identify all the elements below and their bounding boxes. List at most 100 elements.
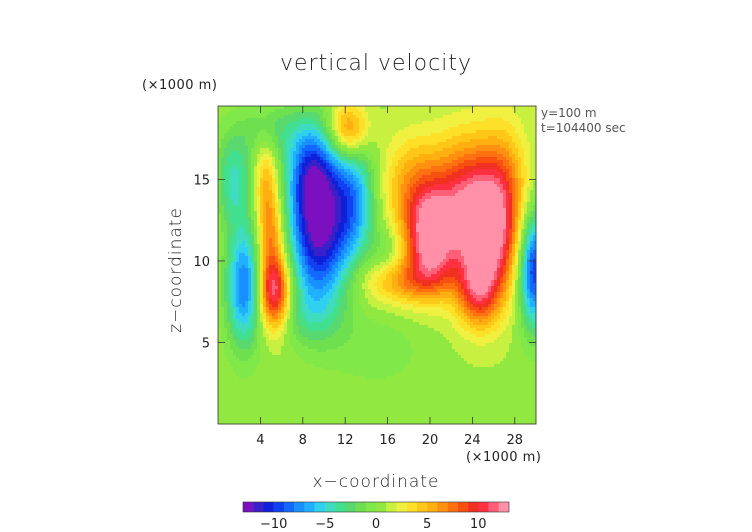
heatmap-cell (281, 415, 285, 419)
heatmap-cell (341, 220, 345, 224)
heatmap-cell (299, 415, 303, 419)
heatmap-cell (305, 280, 309, 284)
heatmap-cell (338, 415, 342, 419)
heatmap-cell (308, 358, 312, 362)
heatmap-cell (311, 262, 315, 266)
heatmap-cell (275, 253, 279, 257)
heatmap-cell (317, 316, 321, 320)
heatmap-cell (344, 274, 348, 278)
heatmap-cell (224, 415, 228, 419)
heatmap-cell (224, 403, 228, 407)
heatmap-cell (230, 385, 234, 389)
heatmap-cell (350, 304, 354, 308)
heatmap-cell (254, 184, 258, 188)
heatmap-cell (296, 325, 300, 329)
heatmap-cell (347, 148, 351, 152)
heatmap-cell (356, 340, 360, 344)
heatmap-cell (263, 106, 267, 110)
heatmap-cell (293, 259, 297, 263)
heatmap-cell (221, 109, 225, 113)
heatmap-cell (326, 388, 330, 392)
heatmap-cell (239, 130, 243, 134)
heatmap-cell (257, 352, 261, 356)
heatmap-cell (305, 244, 309, 248)
heatmap-cell (311, 241, 315, 245)
heatmap-cell (353, 235, 357, 239)
heatmap-cell (332, 301, 336, 305)
heatmap-cell (359, 124, 363, 128)
heatmap-cell (326, 139, 330, 143)
heatmap-cell (254, 226, 258, 230)
heatmap-cell (281, 169, 285, 173)
heatmap-cell (233, 349, 237, 353)
heatmap-cell (230, 400, 234, 404)
heatmap-cell (332, 376, 336, 380)
heatmap-cell (248, 364, 252, 368)
heatmap-cell (335, 244, 339, 248)
heatmap-cell (323, 124, 327, 128)
heatmap-cell (356, 412, 360, 416)
heatmap-cell (236, 295, 240, 299)
heatmap-cell (239, 397, 243, 401)
heatmap-cell (251, 340, 255, 344)
heatmap-cell (317, 139, 321, 143)
heatmap-cell (326, 394, 330, 398)
heatmap-cell (260, 331, 264, 335)
heatmap-cell (335, 259, 339, 263)
heatmap-cell (338, 322, 342, 326)
heatmap-cell (350, 163, 354, 167)
heatmap-cell (236, 418, 240, 422)
heatmap-cell (314, 385, 318, 389)
heatmap-cell (350, 343, 354, 347)
heatmap-cell (335, 238, 339, 242)
heatmap-cell (260, 340, 264, 344)
heatmap-cell (272, 223, 276, 227)
heatmap-cell (293, 334, 297, 338)
heatmap-cell (278, 283, 282, 287)
heatmap-cell (332, 337, 336, 341)
heatmap-cell (245, 265, 249, 269)
heatmap-cell (245, 346, 249, 350)
heatmap-cell (308, 211, 312, 215)
heatmap-cell (302, 163, 306, 167)
heatmap-cell (269, 202, 273, 206)
heatmap-cell (260, 178, 264, 182)
heatmap-cell (263, 214, 267, 218)
heatmap-cell (338, 421, 342, 425)
heatmap-cell (311, 328, 315, 332)
heatmap-cell (254, 112, 258, 116)
heatmap-cell (278, 238, 282, 242)
heatmap-cell (266, 145, 270, 149)
heatmap-cell (251, 352, 255, 356)
heatmap-cell (350, 349, 354, 353)
heatmap-cell (245, 403, 249, 407)
heatmap-cell (233, 256, 237, 260)
heatmap-cell (239, 418, 243, 422)
heatmap-cell (305, 265, 309, 269)
heatmap-cell (239, 166, 243, 170)
heatmap-cell (260, 373, 264, 377)
heatmap-cell (230, 142, 234, 146)
heatmap-cell (233, 415, 237, 419)
heatmap-cell (341, 265, 345, 269)
heatmap-cell (284, 313, 288, 317)
heatmap-cell (296, 301, 300, 305)
heatmap-cell (329, 217, 333, 221)
heatmap-cell (302, 112, 306, 116)
heatmap-cell (287, 403, 291, 407)
heatmap-cell (257, 394, 261, 398)
heatmap-cell (290, 136, 294, 140)
heatmap-cell (296, 268, 300, 272)
heatmap-cell (278, 331, 282, 335)
heatmap-cell (314, 358, 318, 362)
heatmap-cell (263, 202, 267, 206)
heatmap-cell (320, 160, 324, 164)
heatmap-cell (257, 208, 261, 212)
heatmap-cell (356, 253, 360, 257)
heatmap-cell (326, 133, 330, 137)
heatmap-cell (344, 313, 348, 317)
heatmap-cell (245, 415, 249, 419)
heatmap-cell (284, 376, 288, 380)
heatmap-cell (305, 361, 309, 365)
heatmap-cell (254, 133, 258, 137)
